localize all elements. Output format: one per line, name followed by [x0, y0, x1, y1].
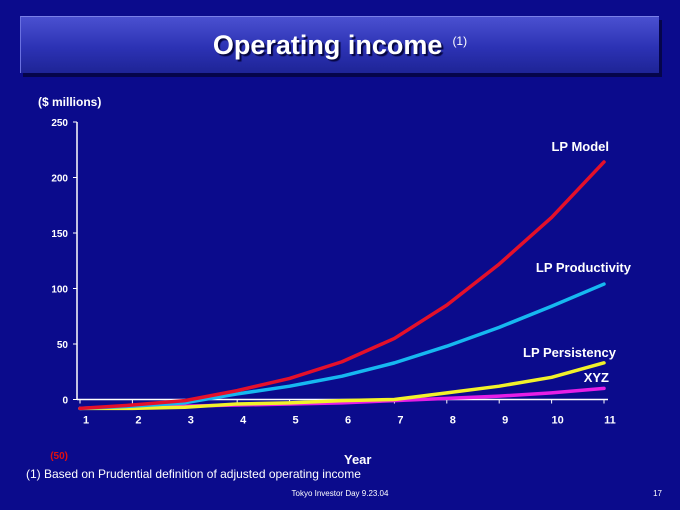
x-tick-label: 1 — [83, 415, 89, 427]
footnote: (1) Based on Prudential definition of ad… — [26, 467, 361, 481]
x-tick-label: 3 — [188, 415, 194, 427]
x-tick-label: 5 — [293, 415, 299, 427]
series-line-lp-persistency — [78, 361, 606, 411]
x-tick-label: 4 — [240, 415, 247, 427]
y-axis-label: ($ millions) — [38, 95, 101, 109]
y-tick-label: 250 — [51, 118, 68, 129]
x-tick-label: 8 — [450, 415, 456, 427]
y-tick-label: 200 — [51, 174, 68, 185]
axes: (50) 0 50 100 150 200 250 1 2 3 4 5 6 7 8 9 10 11 — [50, 118, 616, 462]
y-tick-label: 150 — [51, 229, 68, 240]
y-tick-label: (50) — [50, 451, 68, 462]
x-tick-label: 7 — [397, 415, 403, 427]
series-label-lp-persistency: LP Persistency — [523, 345, 617, 360]
x-tick-label: 9 — [502, 415, 508, 427]
series-line-lp-productivity — [78, 282, 606, 411]
footer-event: Tokyo Investor Day 9.23.04 — [291, 489, 389, 498]
series-labels: LP Model LP Productivity LP Persistency XYZ — [523, 139, 632, 385]
page-title: Operating income — [212, 29, 443, 60]
title-banner: Operating income (1) — [20, 16, 659, 73]
page-number: 17 — [653, 489, 662, 498]
series-line-lp-model — [78, 160, 606, 411]
x-axis-label: Year — [344, 452, 371, 467]
x-tick-label: 2 — [135, 415, 141, 427]
y-tick-label: 0 — [62, 396, 68, 407]
series-label-lp-model: LP Model — [551, 139, 609, 154]
y-tick-label: 100 — [51, 285, 68, 296]
x-tick-label: 11 — [604, 415, 616, 427]
series-label-lp-productivity: LP Productivity — [536, 260, 632, 275]
x-tick-label: 6 — [345, 415, 351, 427]
x-tick-label: 10 — [551, 415, 563, 427]
series-lines — [78, 160, 606, 411]
series-label-xyz: XYZ — [584, 370, 609, 385]
title-footnote-marker: (1) — [452, 34, 468, 48]
y-tick-label: 50 — [57, 340, 69, 351]
